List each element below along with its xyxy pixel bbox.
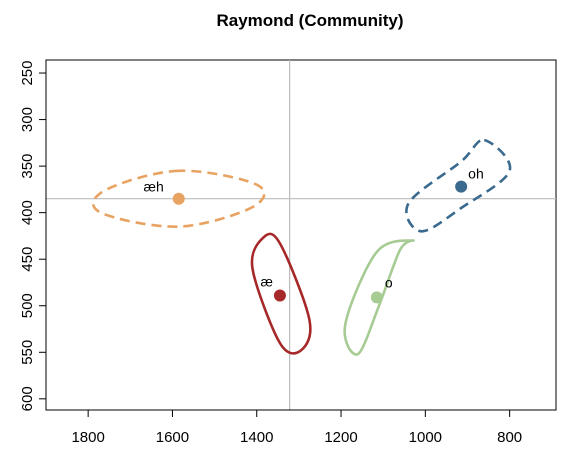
point-oh bbox=[455, 180, 468, 193]
x-tick-label: 1600 bbox=[156, 429, 189, 446]
point-label-oh: oh bbox=[468, 166, 484, 182]
x-axis: 1800 1600 1400 1200 1000 800 bbox=[71, 409, 522, 446]
point-ae bbox=[273, 289, 286, 302]
point-label-ae: æ bbox=[260, 274, 272, 290]
x-tick-label: 1800 bbox=[71, 429, 104, 446]
ellipses-layer bbox=[91, 138, 512, 356]
x-tick-label: 1400 bbox=[240, 429, 273, 446]
point-label-o: o bbox=[385, 274, 393, 290]
y-tick-label: 500 bbox=[19, 293, 36, 318]
ellipse-aeh bbox=[91, 169, 266, 228]
chart-title: Raymond (Community) bbox=[217, 11, 404, 30]
ellipse-o bbox=[343, 239, 415, 356]
y-tick-label: 600 bbox=[19, 386, 36, 411]
x-tick-label: 800 bbox=[497, 429, 522, 446]
point-label-aeh: æh bbox=[144, 179, 164, 195]
reference-lines bbox=[46, 60, 556, 410]
point-o bbox=[370, 291, 383, 304]
plot-area bbox=[45, 59, 557, 411]
point-aeh bbox=[172, 192, 185, 205]
y-tick-label: 450 bbox=[19, 247, 36, 272]
y-tick-label: 550 bbox=[19, 340, 36, 365]
ellipse-oh bbox=[405, 138, 512, 233]
y-tick-label: 250 bbox=[19, 61, 36, 86]
x-tick-label: 1000 bbox=[409, 429, 442, 446]
x-tick-label: 1200 bbox=[324, 429, 357, 446]
ellipse-ae bbox=[250, 232, 312, 355]
y-axis: 250 300 350 400 450 500 550 600 bbox=[19, 61, 47, 411]
y-tick-label: 400 bbox=[19, 200, 36, 225]
points-layer: æh æ o oh bbox=[144, 166, 484, 304]
y-tick-label: 350 bbox=[19, 154, 36, 179]
y-tick-label: 300 bbox=[19, 107, 36, 132]
